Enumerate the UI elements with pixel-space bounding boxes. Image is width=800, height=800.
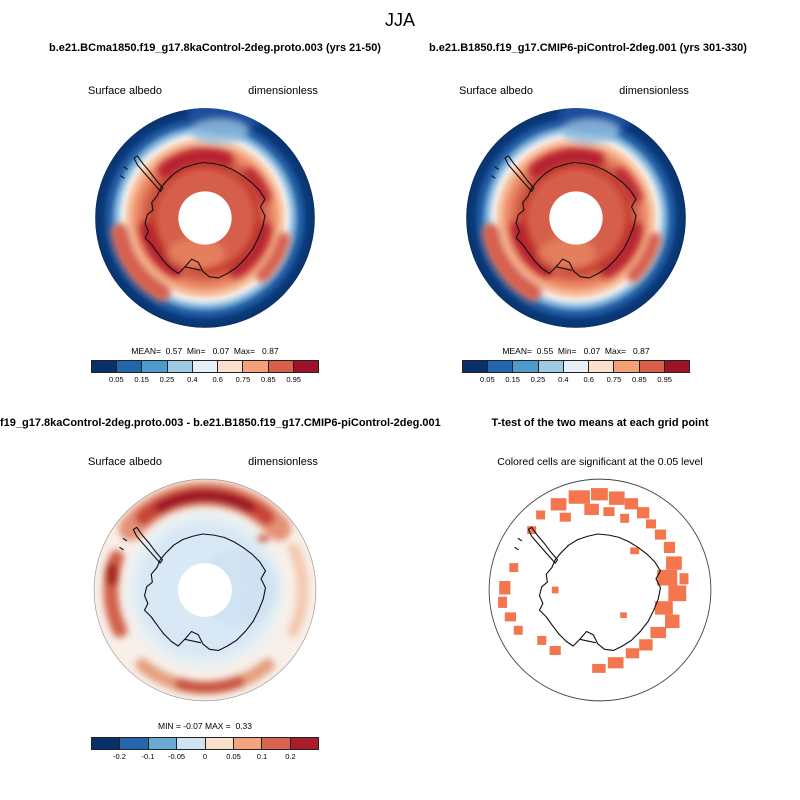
colorbar-tick-label: 0.6 bbox=[583, 375, 594, 384]
colorbar-tick-label: 0.4 bbox=[558, 375, 569, 384]
colorbar-albedo-left: 0.05 0.15 0.25 0.4 0.6 0.75 0.85 0.95 bbox=[91, 360, 319, 384]
panel-title-top-right: b.e21.B1850.f19_g17.CMIP6-piControl-2deg… bbox=[429, 42, 747, 54]
difference-panel-title: f19_g17.8kaControl-2deg.proto.003 - b.e2… bbox=[0, 417, 441, 429]
colorbar-tick-label: 0.25 bbox=[159, 375, 175, 384]
colorbar-segment bbox=[120, 738, 149, 749]
colorbar-bar bbox=[462, 360, 690, 373]
var-label-top-left: Surface albedo bbox=[88, 85, 162, 97]
colorbar-segment bbox=[92, 738, 121, 749]
colorbar-tick-label: 0.15 bbox=[505, 375, 520, 384]
colorbar-tick-label: 0.95 bbox=[286, 375, 301, 384]
colorbar-tick-label: 0.75 bbox=[235, 375, 251, 384]
colorbar-tick-label: 0.15 bbox=[134, 375, 149, 384]
colorbar-segment bbox=[262, 738, 291, 749]
colorbar-segment bbox=[488, 361, 514, 372]
colorbar-tick-label: -0.05 bbox=[167, 752, 186, 761]
colorbar-bar bbox=[91, 360, 319, 373]
colorbar-tick-label: 0 bbox=[202, 752, 208, 761]
albedo-map-right bbox=[465, 107, 687, 329]
colorbar-segment bbox=[205, 738, 234, 749]
colorbar-segment bbox=[293, 361, 318, 372]
colorbar-segment bbox=[538, 361, 564, 372]
colorbar-segment bbox=[117, 361, 143, 372]
colorbar-segment bbox=[614, 361, 640, 372]
colorbar-bar bbox=[91, 737, 319, 750]
colorbar-segment bbox=[167, 361, 193, 372]
colorbar-segment bbox=[268, 361, 294, 372]
colorbar-segment bbox=[148, 738, 178, 749]
var-label-bottom-left: Surface albedo bbox=[88, 456, 162, 468]
colorbar-segment bbox=[664, 361, 689, 372]
colorbar-segment bbox=[177, 738, 206, 749]
colorbar-diff: -0.2 -0.1 -0.05 0 0.05 0.1 0.2 bbox=[91, 737, 319, 761]
colorbar-segment bbox=[142, 361, 168, 372]
albedo-map-left bbox=[94, 107, 316, 329]
colorbar-tick-label: 0.05 bbox=[109, 375, 124, 384]
colorbar-segment bbox=[290, 738, 318, 749]
colorbar-tick-label: 0.4 bbox=[187, 375, 198, 384]
colorbar-segment bbox=[218, 361, 244, 372]
colorbar-tick-label: -0.1 bbox=[141, 752, 155, 761]
colorbar-segment bbox=[463, 361, 489, 372]
panel-title-top-left: b.e21.BCma1850.f19_g17.8kaControl-2deg.p… bbox=[49, 42, 381, 54]
colorbar-albedo-right: 0.05 0.15 0.25 0.4 0.6 0.75 0.85 0.95 bbox=[462, 360, 690, 384]
colorbar-segment bbox=[563, 361, 590, 372]
colorbar-tick-label: 0.6 bbox=[212, 375, 223, 384]
significance-note: Colored cells are significant at the 0.0… bbox=[497, 456, 703, 468]
units-label-top-left: dimensionless bbox=[248, 85, 318, 97]
colorbar-segment bbox=[192, 361, 219, 372]
var-label-top-right: Surface albedo bbox=[459, 85, 533, 97]
stats-top-left: MEAN= 0.57 Min= 0.07 Max= 0.87 bbox=[131, 346, 279, 356]
difference-map bbox=[93, 478, 317, 702]
colorbar-tick-label: 0.75 bbox=[606, 375, 622, 384]
colorbar-segment bbox=[639, 361, 665, 372]
colorbar-tick-label: 0.85 bbox=[261, 375, 276, 384]
units-label-bottom-left: dimensionless bbox=[248, 456, 318, 468]
colorbar-tick-label: 0.05 bbox=[480, 375, 495, 384]
ttest-panel-title: T-test of the two means at each grid poi… bbox=[491, 417, 709, 429]
colorbar-segment bbox=[513, 361, 539, 372]
ttest-map bbox=[488, 478, 712, 702]
colorbar-segment bbox=[233, 738, 263, 749]
colorbar-tick-label: 0.2 bbox=[285, 752, 296, 761]
units-label-top-right: dimensionless bbox=[619, 85, 689, 97]
stats-bottom-left: MIN = -0.07 MAX = 0.33 bbox=[157, 721, 252, 731]
colorbar-tick-label: -0.2 bbox=[113, 752, 126, 761]
colorbar-tick-label: 0.1 bbox=[256, 752, 268, 761]
stats-top-right: MEAN= 0.55 Min= 0.07 Max= 0.87 bbox=[502, 346, 650, 356]
colorbar-segment bbox=[589, 361, 615, 372]
colorbar-tick-label: 0.25 bbox=[530, 375, 546, 384]
colorbar-tick-label: 0.05 bbox=[226, 752, 241, 761]
colorbar-segment bbox=[92, 361, 118, 372]
colorbar-segment bbox=[243, 361, 269, 372]
main-title: JJA bbox=[384, 10, 415, 30]
colorbar-tick-label: 0.95 bbox=[657, 375, 672, 384]
colorbar-tick-label: 0.85 bbox=[632, 375, 647, 384]
